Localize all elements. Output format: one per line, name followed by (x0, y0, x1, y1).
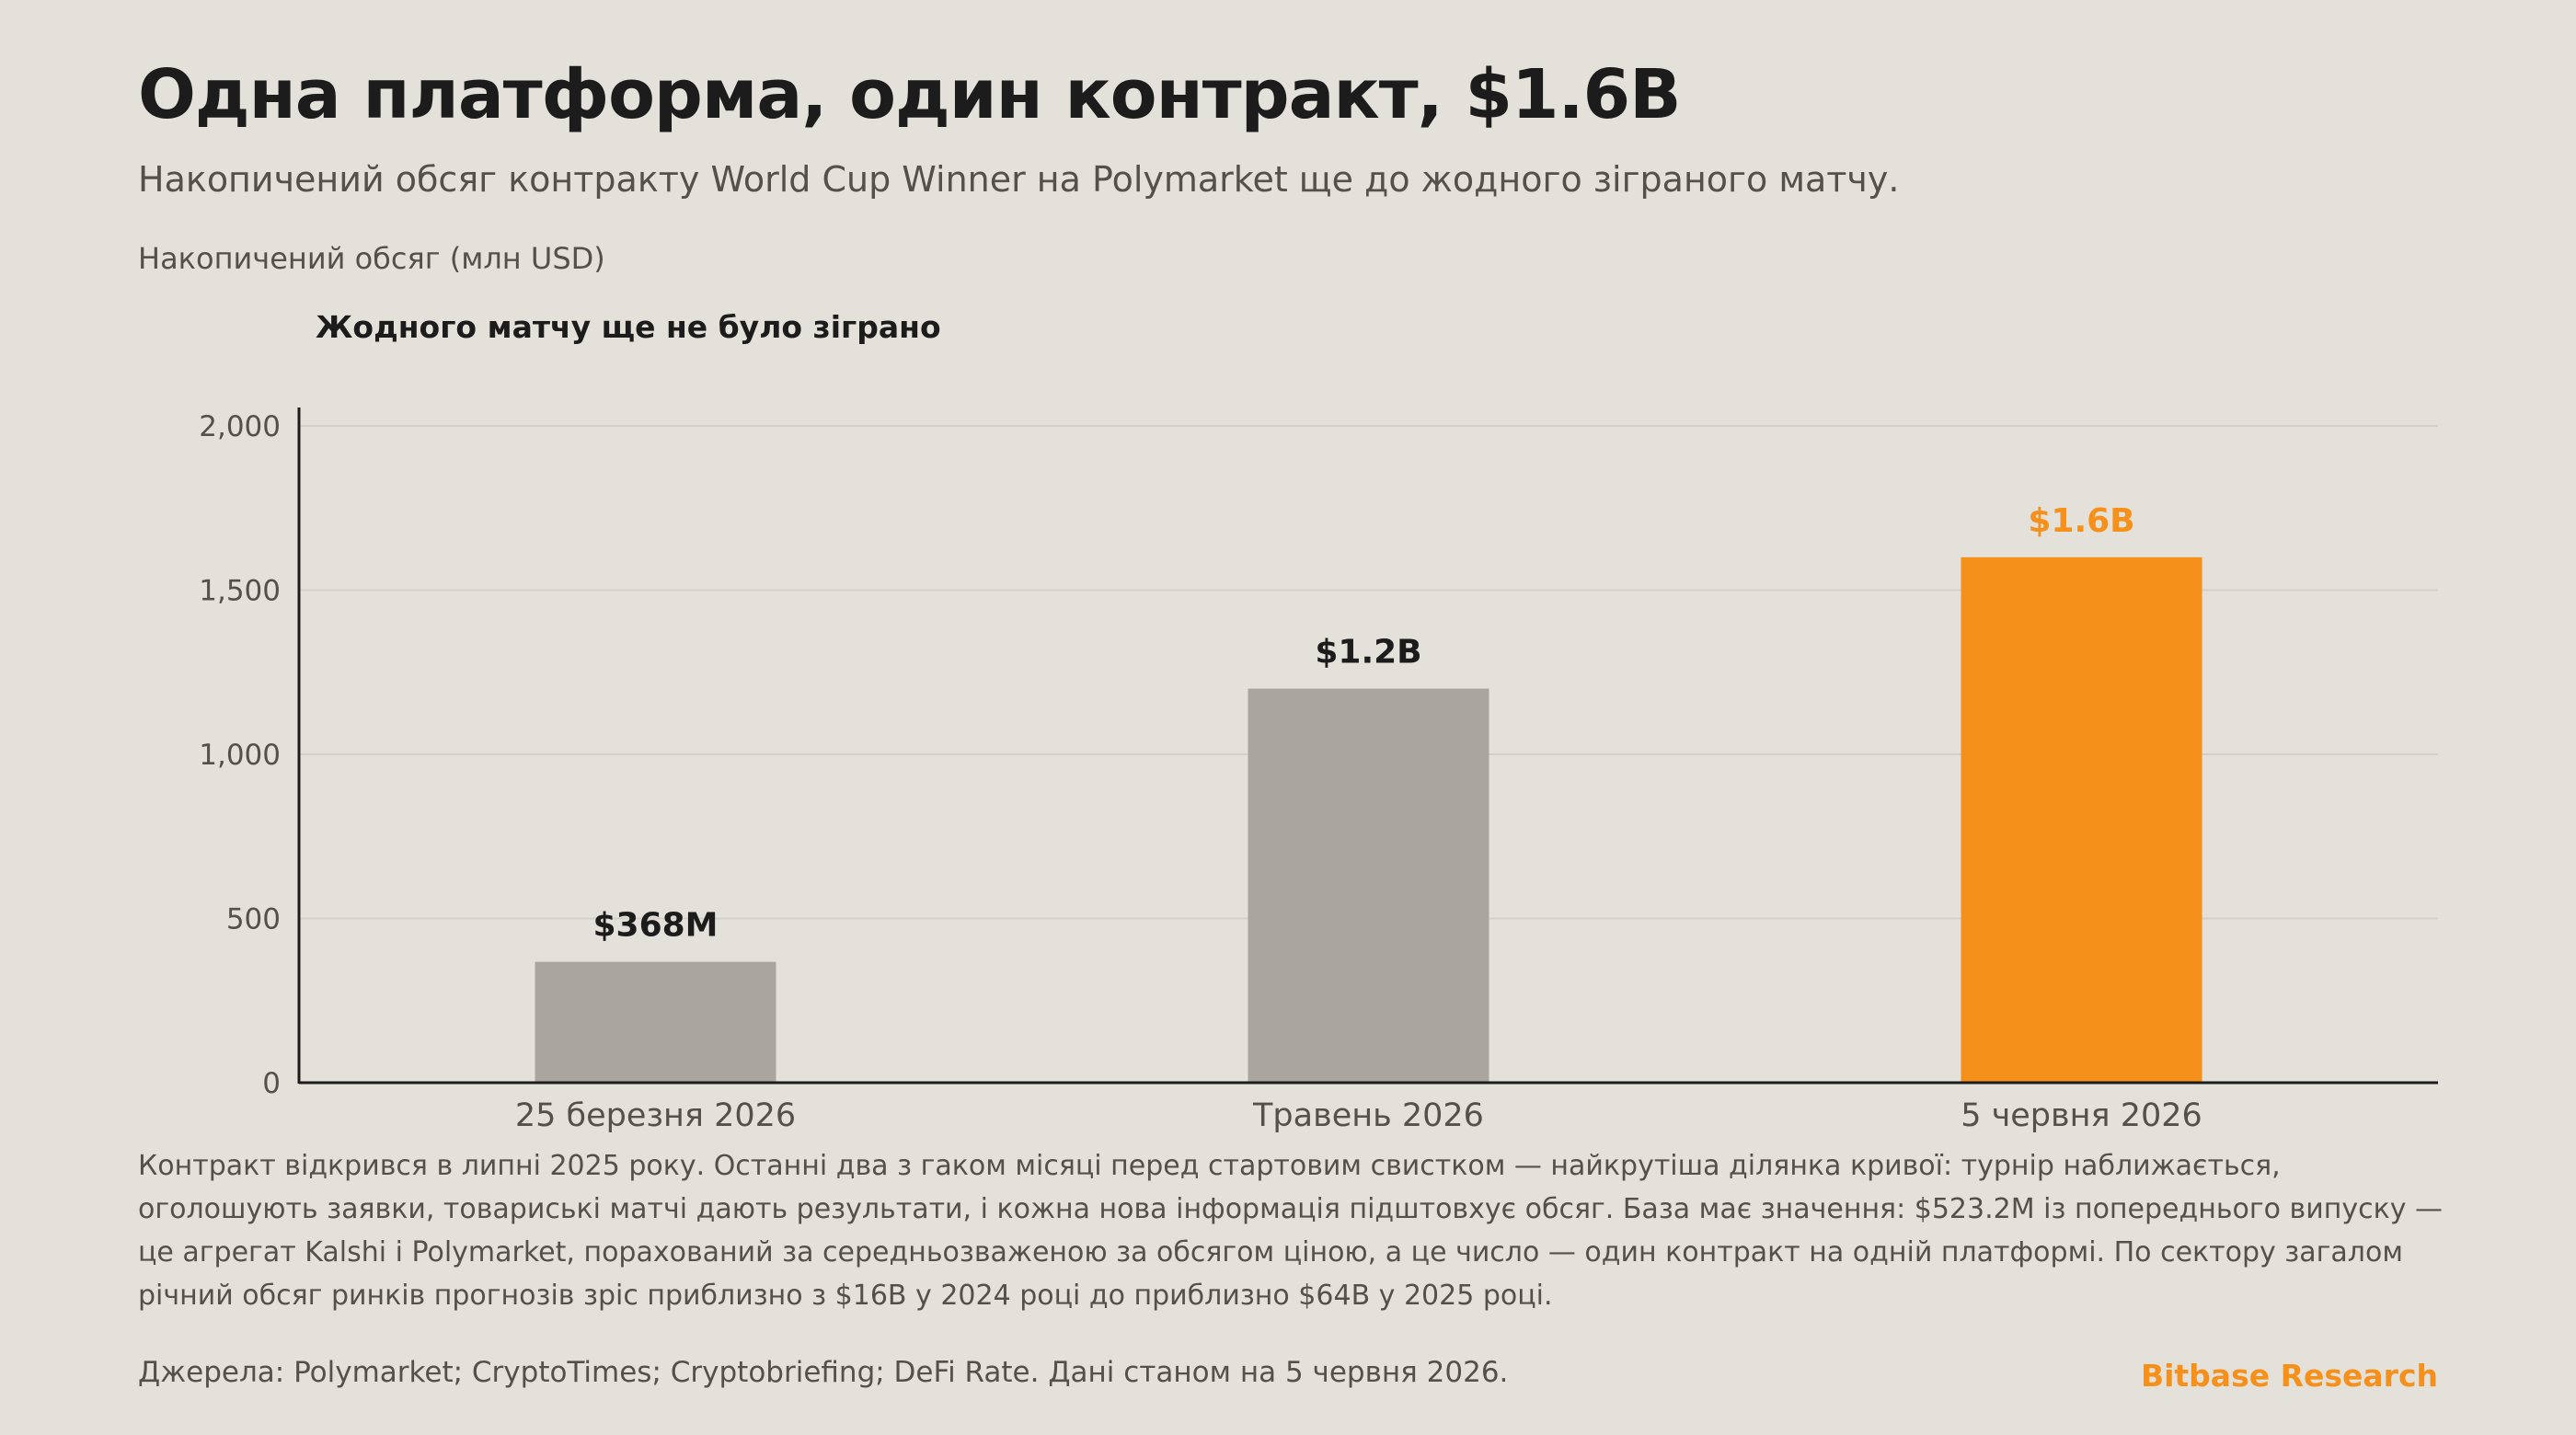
y-axis-unit-label: Накопичений обсяг (млн USD) (138, 241, 605, 276)
sources-note: Джерела: Polymarket; CryptoTimes; Crypto… (138, 1356, 1509, 1389)
brand-logo-text: Bitbase Research (2140, 1358, 2438, 1394)
bar (1248, 688, 1489, 1083)
x-tick-label: 25 березня 2026 (515, 1097, 796, 1134)
bar-chart: 0 500 1,000 1,500 2,000 $368M $1.2B $1.6B 25 б… (199, 408, 2438, 1134)
bar (1961, 557, 2202, 1083)
y-tick-label: 2,000 (199, 410, 281, 443)
x-tick-label: 5 червня 2026 (1961, 1097, 2202, 1134)
data-label: $368M (592, 907, 718, 945)
chart-title: Одна платформа, один контракт, $1.6B (138, 55, 1681, 134)
data-label: $1.6B (2028, 502, 2134, 540)
y-tick-label: 500 (226, 903, 281, 936)
chart-annotation: Жодного матчу ще не було зіграно (316, 309, 941, 345)
x-axis-ticks: 25 березня 2026 Травень 2026 5 червня 2026 (515, 1097, 2202, 1134)
y-tick-label: 1,000 (199, 739, 281, 772)
y-tick-label: 1,500 (199, 575, 281, 608)
y-tick-label: 0 (262, 1067, 281, 1100)
data-labels: $368M $1.2B $1.6B (592, 502, 2134, 945)
bars (535, 557, 2202, 1083)
data-label: $1.2B (1315, 634, 1421, 672)
x-tick-label: Травень 2026 (1252, 1097, 1484, 1134)
bar (535, 961, 776, 1083)
chart-subtitle: Накопичений обсяг контракту World Cup Wi… (138, 159, 1900, 200)
description-text: Контракт відкрився в липні 2025 року. Ос… (138, 1150, 2443, 1312)
y-axis-ticks: 0 500 1,000 1,500 2,000 (199, 410, 281, 1100)
